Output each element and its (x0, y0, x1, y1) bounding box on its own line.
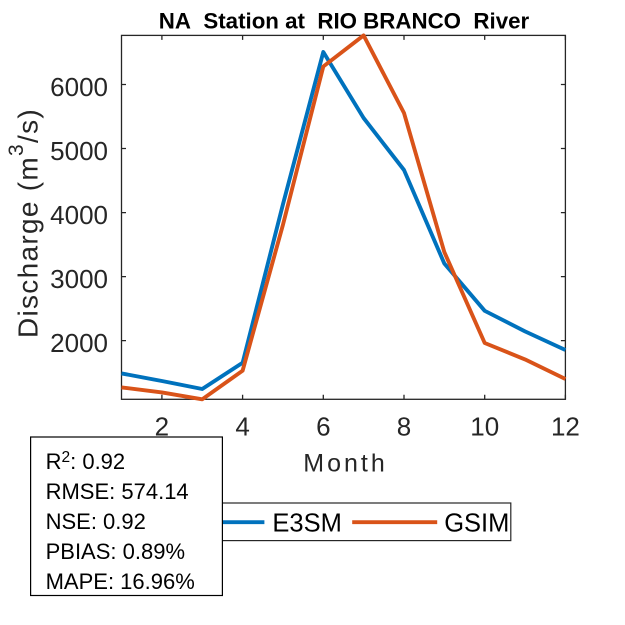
svg-text:4: 4 (235, 412, 249, 442)
svg-text:Month: Month (303, 450, 387, 478)
svg-text:2000: 2000 (50, 328, 108, 358)
svg-text:RMSE: 574.14: RMSE: 574.14 (46, 479, 189, 504)
svg-text:GSIM: GSIM (444, 509, 509, 537)
svg-text:8: 8 (397, 412, 411, 442)
svg-text:NA Station at RIO BRANCO Ri: NA Station at RIO BRANCO River (159, 9, 530, 34)
svg-text:10: 10 (470, 412, 499, 442)
svg-text:3000: 3000 (50, 264, 108, 294)
svg-text:E3SM: E3SM (272, 509, 341, 537)
svg-text:5000: 5000 (50, 136, 108, 166)
svg-text:2: 2 (155, 412, 169, 442)
svg-text:12: 12 (551, 412, 580, 442)
svg-text:4000: 4000 (50, 200, 108, 230)
svg-text:R2: 0.92: R2: 0.92 (46, 449, 126, 474)
svg-text:6: 6 (316, 412, 330, 442)
svg-text:PBIAS: 0.89%: PBIAS: 0.89% (46, 539, 185, 564)
svg-text:NSE: 0.92: NSE: 0.92 (46, 509, 146, 534)
svg-text:MAPE: 16.96%: MAPE: 16.96% (46, 569, 195, 594)
svg-text:6000: 6000 (50, 72, 108, 102)
